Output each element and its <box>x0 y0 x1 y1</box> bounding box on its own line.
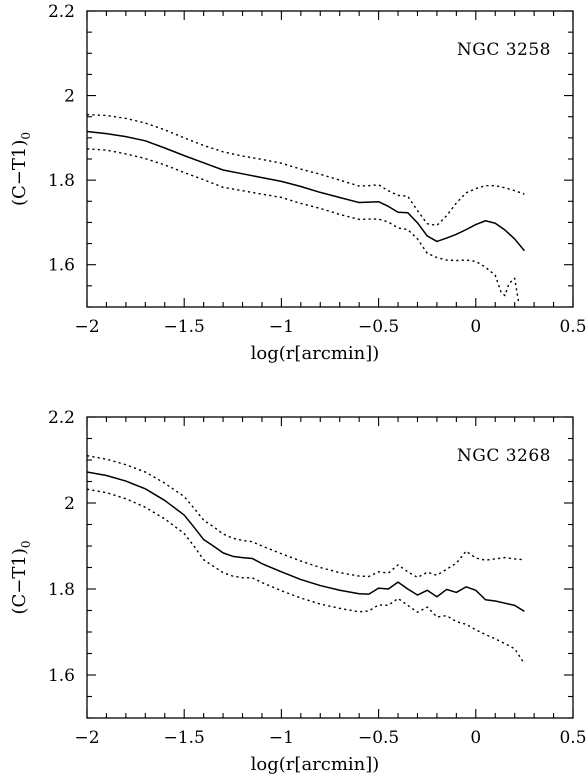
y-axis-label-subscript: 0 <box>19 541 33 549</box>
panel-ngc3268: −2 −1.5 −1 −0.5 0 0.5 1.6 1.8 2 2.2 log(r[arcmin])… <box>9 408 587 775</box>
x-axis-label: log(r[arcmin]) <box>251 343 380 364</box>
x-tick-label: −0.5 <box>358 728 399 748</box>
y-axis-label: (C−T1)0 <box>9 132 33 206</box>
x-tick-label: 0.5 <box>559 317 586 337</box>
x-tick-label: 0.5 <box>559 728 586 748</box>
x-tick-label: −1 <box>269 728 294 748</box>
lower-error-bound-line <box>86 488 525 665</box>
y-axis-label-main: (C−T1) <box>9 140 30 206</box>
galaxy-label: NGC 3258 <box>457 40 551 60</box>
y-tick-label: 2 <box>64 87 75 107</box>
x-tick-label: −2 <box>74 317 99 337</box>
x-axis-label: log(r[arcmin]) <box>251 754 380 775</box>
y-tick-label: 1.6 <box>48 256 75 276</box>
x-tick-label: 0 <box>470 728 481 748</box>
x-tick-label: 0 <box>470 317 481 337</box>
y-tick-label: 2.2 <box>48 408 75 428</box>
y-axis-label: (C−T1)0 <box>9 541 33 615</box>
mean-color-profile-line <box>86 130 525 252</box>
upper-error-bound-line <box>86 113 525 227</box>
x-tick-label: −1.5 <box>164 728 205 748</box>
x-tick-label: −1.5 <box>164 317 205 337</box>
y-tick-label: 1.8 <box>48 171 75 191</box>
upper-error-bound-line <box>86 455 525 579</box>
y-tick-label: 2.2 <box>48 2 75 22</box>
galaxy-label: NGC 3268 <box>457 446 551 466</box>
y-tick-label: 1.8 <box>48 580 75 600</box>
y-axis-label-main: (C−T1) <box>9 548 30 614</box>
x-tick-label: −1 <box>269 317 294 337</box>
y-axis-label-subscript: 0 <box>19 132 33 140</box>
panel-ngc3258: −2 −1.5 −1 −0.5 0 0.5 1.6 1.8 2 2.2 log(r[arcmin])… <box>9 2 587 364</box>
y-tick-label: 2 <box>64 494 75 514</box>
x-tick-label: −2 <box>74 728 99 748</box>
mean-color-profile-line <box>86 471 525 612</box>
y-tick-label: 1.6 <box>48 666 75 686</box>
lower-error-bound-line <box>86 148 520 303</box>
x-tick-label: −0.5 <box>358 317 399 337</box>
